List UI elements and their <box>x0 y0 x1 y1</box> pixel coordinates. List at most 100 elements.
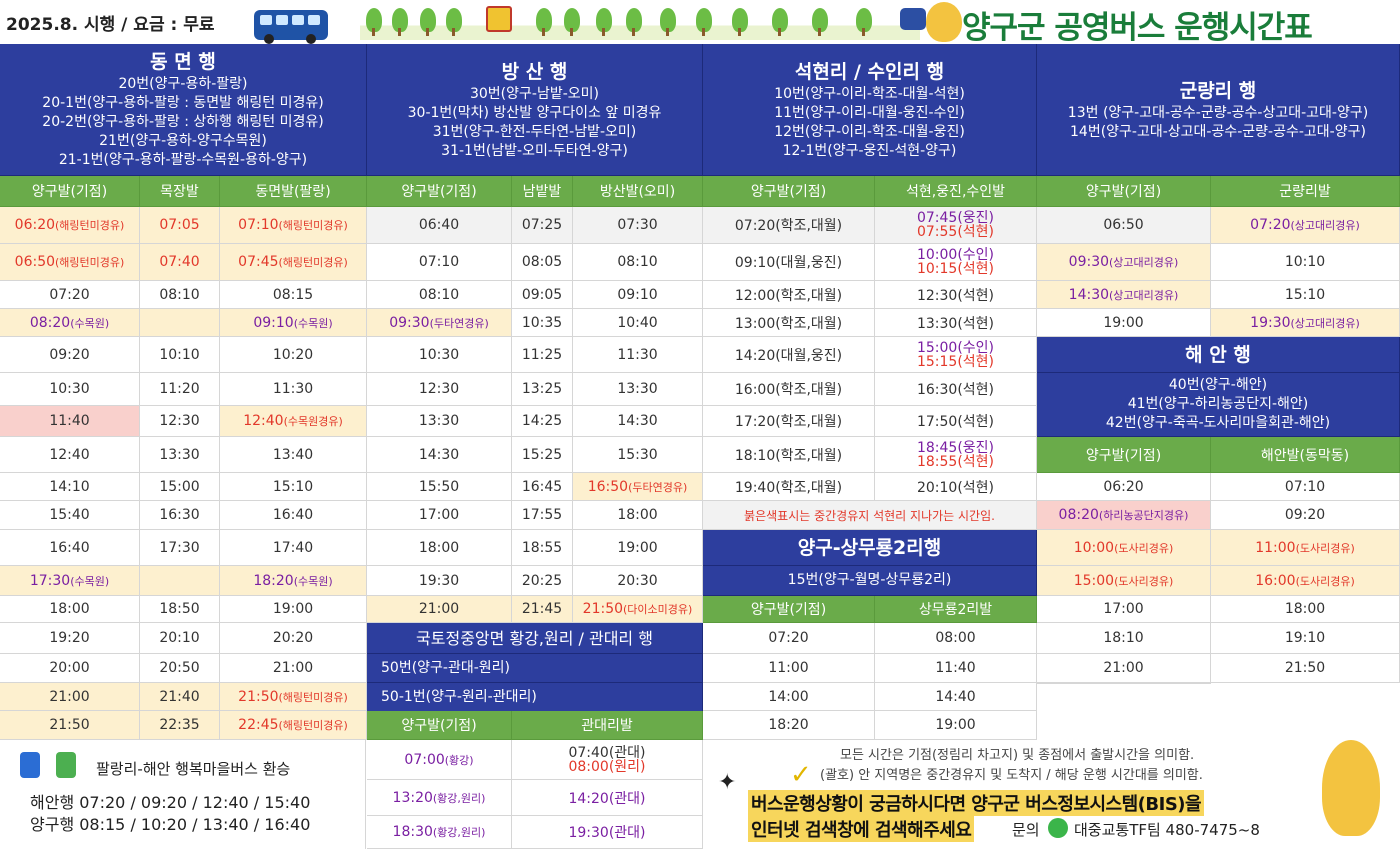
time: 13:30 <box>418 413 460 429</box>
column-header: 남밭발 <box>512 176 573 207</box>
time: 10:00 <box>1073 539 1115 556</box>
time: 18:10 <box>1103 630 1144 646</box>
time-cell: 16:45 <box>512 473 573 501</box>
route-label: 40번(양구-해안) <box>1168 377 1268 393</box>
time-cell: 06:50 (해링턴미경유) <box>0 244 140 281</box>
time-cell: 07:05 <box>140 207 220 244</box>
time-cell: 21:00 <box>0 683 140 711</box>
time-cell: 10:10 <box>1211 244 1400 281</box>
time-cell: 18:55 <box>512 530 573 566</box>
time: 13:00(학조,대월) <box>734 315 843 332</box>
route-label: 20-2번(양구-용하-팔랑 : 상하행 해링턴 미경유) <box>42 114 324 130</box>
via-label: (황강) <box>444 753 474 767</box>
via-label: (도사리경유) <box>1295 574 1355 588</box>
bis-banner: 인터넷 검색창에 검색해주세요 <box>748 816 975 842</box>
via-label: (두타연경유) <box>628 480 688 494</box>
time: 20:00 <box>49 660 90 676</box>
time: 16:00(학조,대월) <box>734 382 843 398</box>
time: 13:25 <box>521 381 563 397</box>
transfer-title: 팔랑리-해안 행복마을버스 환승 <box>96 760 291 778</box>
column-header-label: 상무룡2리발 <box>918 602 993 618</box>
time: 10:30 <box>418 346 460 363</box>
time-cell: 09:10(대월,웅진) <box>703 244 875 281</box>
time-cell: 18:00 <box>573 501 703 530</box>
column-header-label: 동면발(팔랑) <box>255 184 331 200</box>
time-cell: 18:45(웅진) 18:55(석현) <box>875 437 1037 473</box>
time: 22:45 <box>238 717 279 733</box>
time: 14:30 <box>617 413 658 429</box>
time: 15:00 <box>1073 572 1115 589</box>
via-label: (두타연경유) <box>429 316 489 330</box>
column-header-label: 방산발(오미) <box>599 184 676 200</box>
time: 13:30(석현) <box>916 315 995 332</box>
time-cell: 22:35 <box>140 711 220 740</box>
time: 16:50 <box>587 478 629 495</box>
time-cell: 19:30 (상고대리경유) <box>1211 309 1400 337</box>
time-cell: 18:00 <box>0 596 140 623</box>
time-cell: 07:40 <box>140 244 220 281</box>
via-label: (황강,원리) <box>432 826 486 839</box>
column-header: 해안발(동막동) <box>1211 437 1400 473</box>
time: 07:40 <box>159 254 200 270</box>
time: 21:00 <box>1103 660 1144 676</box>
time-cell: 21:50 <box>1211 654 1400 683</box>
time: 21:50 <box>582 601 624 617</box>
time: 11:00 <box>1255 539 1296 556</box>
time: 19:40(학조,대월) <box>734 479 843 496</box>
time: 10:35 <box>521 314 563 331</box>
time-cell: 13:30 <box>367 406 512 437</box>
time: 09:10 <box>617 286 658 303</box>
time-cell: 15:50 <box>367 473 512 501</box>
time: 18:00 <box>617 507 658 523</box>
column-header-label: 양구발(기점) <box>401 718 477 734</box>
time-cell: 10:10 <box>140 337 220 373</box>
time: 07:00 <box>404 751 445 768</box>
time-cell: 14:00 <box>703 683 875 711</box>
time: 21:40 <box>159 688 200 705</box>
time-cell: 20:50 <box>140 654 220 683</box>
via-label: (도사리경유) <box>1295 541 1355 555</box>
group-header: 해 안 행 <box>1037 337 1400 373</box>
group-title: 석현리 / 수인리 행 <box>794 60 945 83</box>
column-header-label: 양구발(기점) <box>750 184 827 200</box>
time: 14:00 <box>768 688 809 705</box>
time: 16:40 <box>49 539 90 556</box>
time: 08:00(원리) <box>568 758 646 775</box>
time-cell: 07:20 <box>0 281 140 309</box>
time-cell: 19:30(관대) <box>512 816 703 849</box>
route-label: 21-1번(양구-용하-팔랑-수목원-용하-양구) <box>58 152 308 168</box>
time-cell: 18:30 (황강,원리) <box>367 816 512 849</box>
time: 17:50(석현) <box>916 414 995 430</box>
time-cell: 22:45 (해링턴미경유) <box>220 711 367 740</box>
time-cell: 11:20 <box>140 373 220 406</box>
time: 08:10 <box>418 286 460 303</box>
time-cell: 19:30 <box>367 566 512 596</box>
time: 15:10 <box>1284 286 1326 303</box>
column-header: 양구발(기점) <box>1037 437 1211 473</box>
time-cell: 15:00(수인) 15:15(석현) <box>875 337 1037 373</box>
bus-icon <box>900 8 926 30</box>
time-cell: 19:00 <box>573 530 703 566</box>
time: 11:30 <box>617 346 658 363</box>
time: 14:20(관대) <box>568 790 646 807</box>
route-label: 31번(양구-한전-두타연-남밭-오미) <box>432 123 637 140</box>
time: 13:40 <box>272 446 314 463</box>
time-cell: 10:30 <box>367 337 512 373</box>
column-header-label: 군량리발 <box>1279 184 1331 200</box>
time-cell: 08:10 <box>140 281 220 309</box>
time-cell: 08:00 <box>875 623 1037 654</box>
bus-icon <box>20 752 40 778</box>
time-cell: 20:10 <box>140 623 220 654</box>
via-label: (도사리경유) <box>1114 574 1174 588</box>
time-cell: 11:40 <box>0 406 140 437</box>
time: 18:50 <box>159 601 200 617</box>
time-cell: 09:10 (수목원) <box>220 309 367 337</box>
via-label: (수목원) <box>70 316 110 330</box>
time-cell: 20:20 <box>220 623 367 654</box>
time: 07:10 <box>1284 478 1326 495</box>
time-cell: 16:50 (두타연경유) <box>573 473 703 501</box>
time: 06:40 <box>418 217 460 233</box>
time: 18:45(웅진) <box>916 439 995 456</box>
via-label: (수목원경유) <box>283 415 343 428</box>
via-label: (상고대리경유) <box>1290 219 1360 232</box>
